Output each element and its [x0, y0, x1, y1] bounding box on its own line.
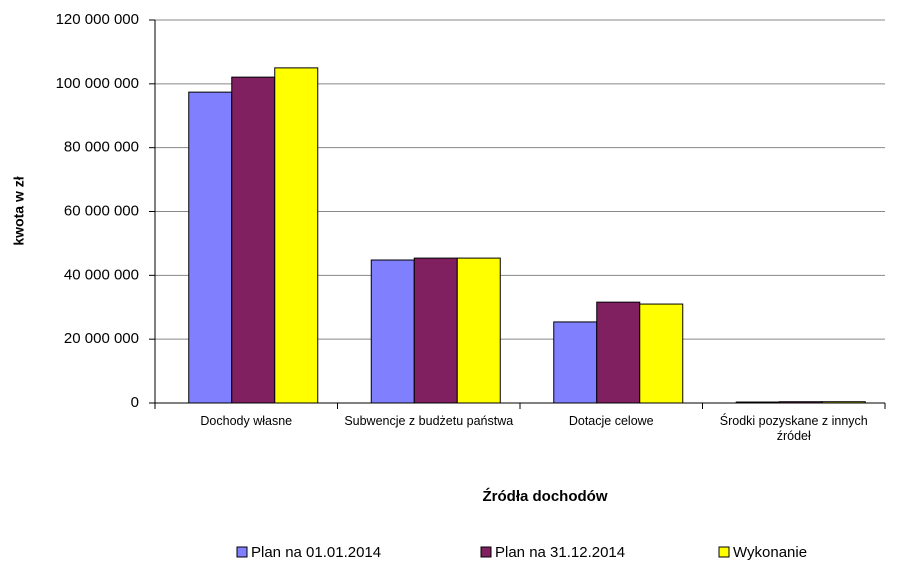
- y-axis-title: kwota w zł: [11, 176, 27, 245]
- bar: [735, 401, 780, 404]
- bar: [639, 303, 684, 404]
- x-tick-label: Środki pozyskane z innych źródeł: [719, 414, 868, 443]
- y-tick-label: 20 000 000: [64, 330, 139, 347]
- bar: [456, 257, 501, 404]
- y-tick-label: 120 000 000: [56, 11, 139, 28]
- bar: [596, 301, 641, 404]
- legend-label: Plan na 01.01.2014: [251, 544, 381, 561]
- bar: [188, 91, 233, 404]
- bar: [231, 76, 276, 404]
- y-tick-label: 0: [131, 394, 139, 411]
- legend-label: Plan na 31.12.2014: [495, 544, 625, 561]
- y-tick-label: 80 000 000: [64, 139, 139, 156]
- y-tick-label: 100 000 000: [56, 75, 139, 92]
- legend-swatch: [718, 546, 730, 558]
- legend-label: Wykonanie: [733, 544, 807, 561]
- y-tick-label: 60 000 000: [64, 202, 139, 219]
- bar: [413, 257, 458, 404]
- bar: [821, 401, 866, 404]
- x-tick-label: Dotacje celowe: [568, 414, 654, 428]
- bar: [553, 321, 598, 404]
- x-tick-label: Subwencje z budżetu państwa: [344, 414, 514, 428]
- bar: [274, 67, 319, 404]
- legend-swatch: [236, 546, 248, 558]
- bar: [370, 259, 415, 404]
- legend-swatch: [480, 546, 492, 558]
- y-tick-label: 40 000 000: [64, 266, 139, 283]
- x-tick-label: Dochody własne: [200, 414, 293, 428]
- x-axis-title: Źródła dochodów: [483, 488, 608, 505]
- bar: [778, 401, 823, 404]
